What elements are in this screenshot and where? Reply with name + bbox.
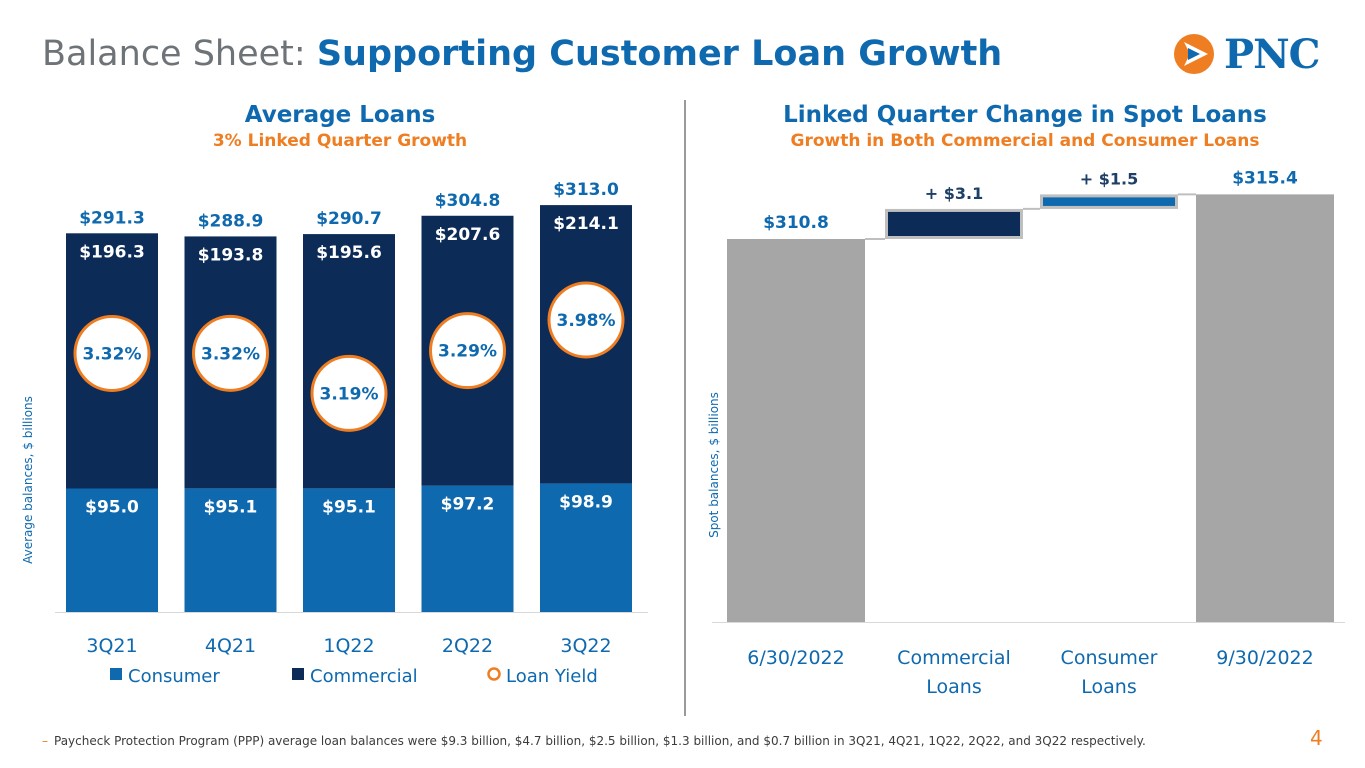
total-value-label: $310.8 — [763, 213, 829, 233]
loan-yield-label: 3.98% — [557, 311, 616, 331]
logo-text: PNC — [1224, 31, 1320, 78]
total-value-label: $291.3 — [79, 208, 145, 228]
consumer-bar — [303, 488, 395, 612]
consumer-bar — [421, 485, 514, 612]
commercial-value-label: $195.6 — [316, 243, 382, 263]
commercial-value-label: $196.3 — [79, 242, 145, 262]
x-tick-label: Loans — [1081, 676, 1136, 698]
x-tick-label: 9/30/2022 — [1216, 647, 1313, 669]
loan-yield-label: 3.19% — [320, 384, 379, 404]
consumer-bar — [184, 488, 277, 612]
page-title: Balance Sheet: Supporting Customer Loan … — [42, 30, 1002, 78]
right-chart-subtitle: Growth in Both Commercial and Consumer L… — [790, 131, 1260, 151]
left-y-axis-title: Average balances, $ billions — [21, 396, 35, 564]
loan-yield-label: 3.32% — [83, 345, 142, 365]
consumer-bar — [66, 488, 158, 612]
total-value-label: $288.9 — [198, 211, 264, 231]
legend-swatch — [292, 668, 304, 680]
commercial-value-label: $214.1 — [553, 214, 619, 234]
total-value-label: $304.8 — [435, 191, 501, 211]
x-tick-label: 3Q21 — [86, 635, 137, 657]
total-value-label: $315.4 — [1232, 168, 1298, 188]
total-bar — [1196, 194, 1334, 622]
footnote-dash: – — [42, 734, 48, 748]
consumer-value-label: $95.1 — [204, 497, 258, 517]
footnote-text: Paycheck Protection Program (PPP) averag… — [54, 734, 1146, 748]
average-loans-chart: Average balances, $ billions $95.0 $196.3 $… — [21, 180, 648, 687]
page-number: 4 — [1310, 726, 1323, 750]
right-chart-heading: Linked Quarter Change in Spot Loans Grow… — [760, 100, 1290, 152]
consumer-value-label: $95.1 — [322, 497, 376, 517]
delta-bar — [888, 211, 1020, 236]
consumer-value-label: $95.0 — [85, 498, 139, 518]
loan-yield-label: 3.32% — [201, 344, 260, 364]
x-tick-label: Commercial — [897, 647, 1011, 669]
x-tick-label: Loans — [926, 676, 981, 698]
delta-value-label: + $3.1 — [925, 184, 983, 203]
panel-divider — [684, 100, 686, 716]
total-bar — [727, 239, 865, 622]
legend-swatch — [110, 668, 122, 680]
legend-swatch — [487, 667, 501, 681]
loan-yield-marker — [192, 314, 269, 392]
right-chart-title: Linked Quarter Change in Spot Loans — [783, 102, 1267, 128]
title-lead: Balance Sheet: — [42, 34, 306, 74]
consumer-value-label: $97.2 — [441, 495, 495, 515]
x-tick-label: 1Q22 — [323, 635, 374, 657]
right-y-axis-title: Spot balances, $ billions — [707, 392, 721, 538]
spot-loans-waterfall-chart: Spot balances, $ billions $310.8 6/30/2022… — [707, 168, 1345, 698]
x-tick-label: 2Q22 — [442, 635, 493, 657]
title-main: Supporting Customer Loan Growth — [316, 34, 1003, 74]
x-tick-label: Consumer — [1061, 647, 1158, 669]
footnote: – Paycheck Protection Program (PPP) avera… — [42, 734, 1146, 748]
commercial-value-label: $207.6 — [435, 225, 501, 245]
legend-label: Loan Yield — [506, 666, 598, 687]
total-value-label: $290.7 — [316, 209, 382, 229]
x-tick-label: 4Q21 — [205, 635, 256, 657]
loan-yield-marker — [310, 354, 388, 432]
legend-label: Commercial — [310, 666, 418, 687]
left-chart-title: Average Loans — [244, 102, 436, 128]
x-tick-label: 6/30/2022 — [747, 647, 844, 669]
pnc-mark-icon — [1174, 34, 1214, 74]
loan-yield-label: 3.29% — [438, 342, 497, 362]
loan-yield-marker — [429, 312, 506, 390]
commercial-value-label: $193.8 — [198, 245, 264, 265]
loan-yield-marker — [73, 315, 151, 392]
total-value-label: $313.0 — [553, 180, 619, 200]
left-chart-heading: Average Loans 3% Linked Quarter Growth — [190, 100, 490, 152]
left-chart-subtitle: 3% Linked Quarter Growth — [212, 131, 468, 151]
loan-yield-marker — [547, 281, 625, 359]
pnc-logo: PNC — [1172, 30, 1332, 80]
consumer-bar — [540, 483, 632, 612]
legend-label: Consumer — [128, 666, 220, 687]
consumer-value-label: $98.9 — [559, 492, 613, 512]
delta-value-label: + $1.5 — [1080, 169, 1138, 188]
x-tick-label: 3Q22 — [560, 635, 611, 657]
delta-bar — [1043, 197, 1175, 206]
